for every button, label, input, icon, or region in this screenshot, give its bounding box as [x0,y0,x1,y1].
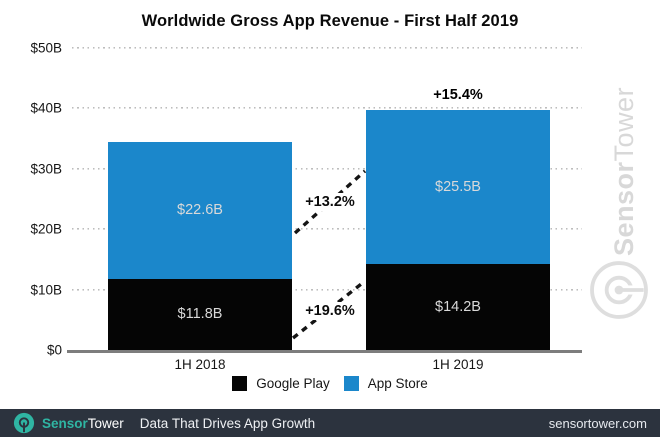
x-axis-tick-label: 1H 2018 [174,357,226,372]
gridline-$30B [72,167,582,170]
y-axis-tick-label: $50B [30,40,62,56]
footer-bar: SensorTower Data That Drives App Growth … [0,409,660,437]
y-axis-tick-label: $20B [30,221,62,237]
x-axis-line [67,350,582,353]
x-axis-tick-label: 1H 2019 [432,357,484,372]
sensortower-logo-icon [590,261,648,319]
y-axis-tick-label: $30B [30,161,62,177]
app-store-growth-annotation: +13.2% [301,193,359,211]
chart-title: Worldwide Gross App Revenue - First Half… [141,12,519,30]
y-axis-tick-label: $10B [30,282,62,298]
y-axis-tick-label: $0 [46,342,62,358]
sensortower-watermark: SensorTower [582,78,654,340]
gridline-$50B [72,47,582,49]
footer-brand: SensorTower [42,415,124,431]
bar-value-label: $25.5B [435,179,481,196]
bar-value-label: $11.8B [177,306,223,323]
google-play-bar-1h-2018 [108,278,292,350]
footer-website-link[interactable]: sensortower.com [548,415,647,431]
y-axis-tick-label: $40B [30,100,62,116]
legend-item-app-store: App Store [343,376,428,391]
app-store-bar-1h-2019 [366,110,550,265]
app-store-bar-1h-2018 [108,142,292,279]
google-play-bar-1h-2019 [366,264,550,350]
gridline-$40B [72,107,582,110]
footer-tagline: Data That Drives App Growth [139,415,316,431]
legend: Google Play App Store [0,376,660,391]
google-play-swatch [232,376,248,391]
watermark-brand-text: SensorTower [609,86,639,256]
google-play-growth-annotation: +19.6% [301,302,359,320]
legend-label-google-play: Google Play [256,376,330,391]
legend-item-google-play: Google Play [232,376,330,391]
bar-value-label: $22.6B [177,202,223,219]
bar-value-label: $14.2B [435,299,481,316]
legend-label-app-store: App Store [367,376,428,391]
total-growth-annotation: +15.4% [433,87,483,104]
app-store-swatch [343,376,359,391]
sensortower-logo-footer [13,412,35,434]
